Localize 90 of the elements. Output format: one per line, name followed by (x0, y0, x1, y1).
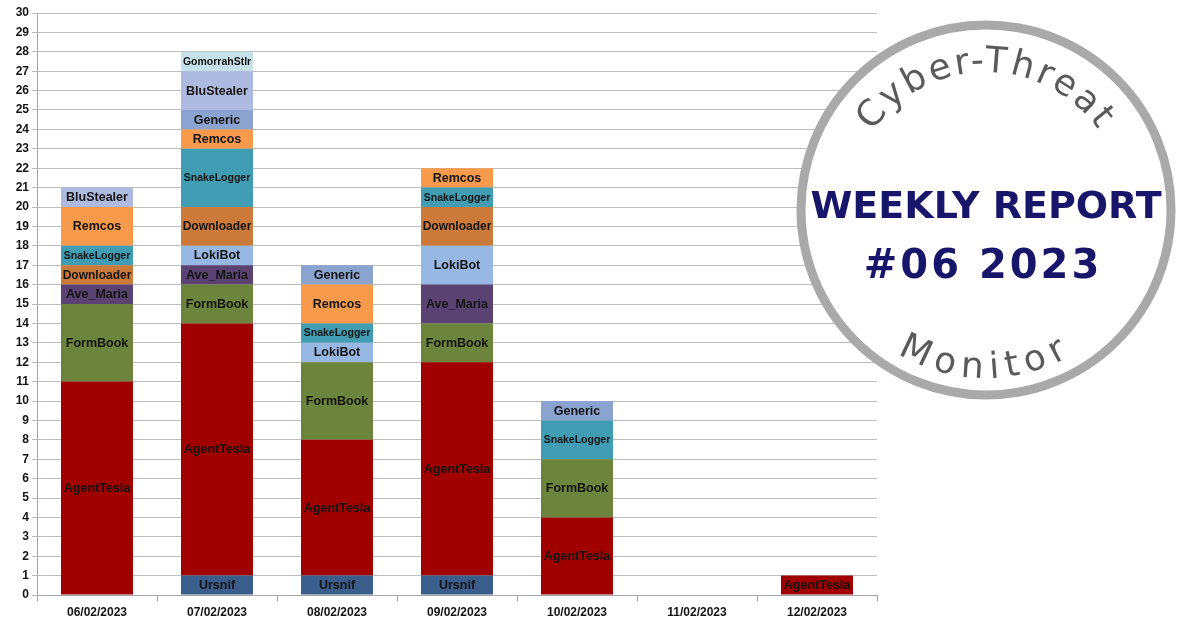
text: FormBook (185, 296, 249, 311)
text: Monitor (893, 324, 1079, 387)
text: Remcos (432, 170, 482, 185)
bar (61, 207, 133, 246)
bar (301, 362, 373, 440)
y-tick-label: 6 (22, 470, 30, 485)
y-tick-label: 4 (22, 509, 30, 524)
text: Ursnif (318, 578, 356, 592)
series-label: Ursnif (198, 578, 236, 592)
series-label: Ave_Maria (65, 287, 130, 302)
text: LokiBot (313, 345, 361, 360)
series-label: SnakeLogger (63, 248, 131, 261)
y-tick-label: 14 (15, 315, 30, 330)
text: WEEKLY REPORT (810, 183, 1162, 227)
text: Remcos (312, 296, 362, 311)
bar (181, 323, 253, 576)
y-tick-label: 29 (15, 24, 30, 39)
y-tick-label: 16 (15, 276, 30, 291)
x-tick-label: 06/02/2023 (66, 604, 128, 619)
y-tick-label: 2 (22, 548, 30, 563)
text: Generic (313, 267, 361, 282)
text: FormBook (305, 393, 369, 408)
text: LokiBot (433, 258, 481, 273)
text: SnakeLogger (543, 433, 611, 446)
y-tick-label: 3 (22, 529, 30, 544)
series-label: GomorrahStlr (182, 54, 252, 67)
text: AgentTesla (543, 548, 611, 563)
y-tick-label: 5 (22, 490, 30, 505)
bar (301, 439, 373, 576)
text: Ave_Maria (425, 296, 489, 311)
y-tick-label: 8 (22, 432, 30, 447)
y-tick-label: 30 (15, 5, 30, 20)
y-tick-label: 11 (16, 373, 30, 388)
y-tick-label: 25 (15, 102, 30, 117)
y-tick-label: 13 (15, 335, 30, 350)
series-label: AgentTesla (783, 578, 852, 592)
x-tick-label: 10/02/2023 (546, 604, 608, 619)
series-label: LokiBot (193, 248, 242, 263)
text: SnakeLogger (303, 326, 371, 339)
series-label: FormBook (65, 335, 129, 350)
series-label: Generic (553, 403, 601, 418)
text: Ursnif (438, 578, 476, 592)
text: FormBook (545, 481, 609, 496)
y-tick-label: 24 (15, 121, 30, 136)
text: Downloader (422, 219, 492, 234)
text: SnakeLogger (183, 171, 251, 184)
bar (61, 304, 133, 382)
series-label: Downloader (62, 267, 132, 282)
y-tick-label: 0 (22, 587, 30, 602)
text: FormBook (425, 335, 489, 350)
text: AgentTesla (423, 461, 491, 476)
series-label: BluStealer (66, 190, 129, 205)
x-tick-label: 07/02/2023 (186, 604, 248, 619)
text: SnakeLogger (423, 190, 491, 203)
bar (541, 517, 613, 595)
text: AgentTesla (183, 442, 251, 457)
text: AgentTesla (303, 500, 371, 515)
y-tick-label: 12 (15, 354, 30, 369)
text: Remcos (72, 219, 122, 234)
x-tick-label: 08/02/2023 (306, 604, 368, 619)
series-label: Remcos (192, 132, 242, 147)
y-tick-label: 10 (15, 393, 30, 408)
y-tick-label: 22 (15, 160, 30, 175)
text: #06 2023 (863, 241, 1103, 287)
y-tick-label: 28 (15, 44, 30, 59)
y-tick-label: 21 (15, 179, 30, 194)
y-tick-label: 20 (15, 199, 30, 214)
y-tick-label: 23 (15, 141, 30, 156)
bar (61, 381, 133, 595)
y-tick-label: 15 (15, 296, 30, 311)
text: BluStealer (186, 83, 248, 98)
x-tick-label: 09/02/2023 (426, 604, 488, 619)
bar (541, 459, 613, 518)
y-tick-label: 26 (15, 82, 30, 97)
x-tick-label: 12/02/2023 (786, 604, 848, 619)
y-tick-label: 18 (15, 238, 30, 253)
text: AgentTesla (63, 481, 131, 495)
y-tick-label: 9 (22, 412, 30, 427)
y-tick-label: 1 (22, 567, 30, 582)
text: Ave_Maria (185, 267, 249, 282)
y-tick-label: 27 (15, 63, 30, 78)
y-tick-label: 19 (15, 218, 30, 233)
bar (181, 148, 253, 207)
y-tick-label: 7 (22, 451, 30, 466)
bar (421, 362, 493, 576)
text: Downloader (182, 219, 252, 234)
bar (421, 245, 493, 285)
x-tick-label: 11/02/2023 (667, 604, 728, 619)
y-tick-label: 17 (15, 257, 30, 272)
text: Generic (193, 112, 241, 127)
